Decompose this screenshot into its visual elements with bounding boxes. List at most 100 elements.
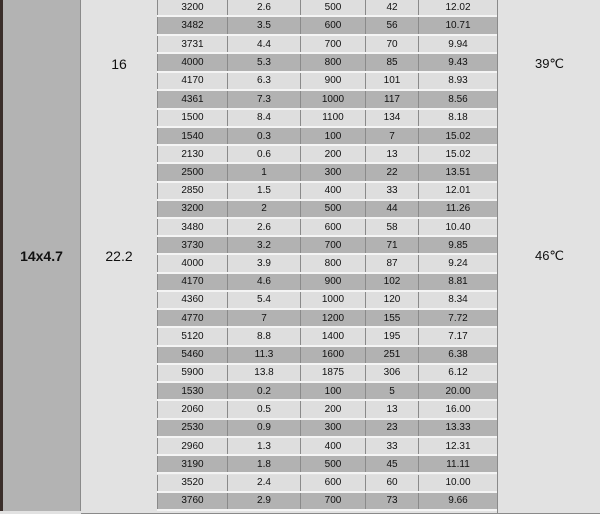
window-edge bbox=[0, 0, 3, 511]
table-cell: 3730 bbox=[157, 237, 227, 254]
table-row: 3190 1.8 500 45 11.11 bbox=[157, 456, 497, 475]
table-cell: 3.2 bbox=[227, 237, 300, 254]
table-cell: 13.51 bbox=[418, 164, 497, 181]
table-row: 5900 13.8 1875 306 6.12 bbox=[157, 364, 497, 383]
table-section: 22.2 1540 0.3 100 7 15.02 2130 0.6 200 13 15.02 250… bbox=[81, 128, 600, 384]
table-cell: 1600 bbox=[300, 346, 365, 363]
table-cell: 33 bbox=[365, 182, 418, 199]
table-cell: 23 bbox=[365, 419, 418, 436]
table-cell: 2.9 bbox=[227, 492, 300, 510]
table-cell: 11.3 bbox=[227, 346, 300, 363]
table-cell: 1.5 bbox=[227, 182, 300, 199]
table-cell: 16.00 bbox=[418, 401, 497, 418]
table-cell: 8.8 bbox=[227, 328, 300, 345]
table-cell: 0.3 bbox=[227, 128, 300, 145]
table-cell: 1 bbox=[227, 164, 300, 181]
table-row: 3520 2.4 600 60 10.00 bbox=[157, 474, 497, 493]
table-cell: 1.8 bbox=[227, 456, 300, 473]
table-cell: 3520 bbox=[157, 474, 227, 491]
table-cell: 15.02 bbox=[418, 128, 497, 145]
table-cell: 7.72 bbox=[418, 310, 497, 327]
table-row: 5460 11.3 1600 251 6.38 bbox=[157, 346, 497, 365]
table-section: 16 3200 2.6 500 42 12.02 3482 3.5 600 56 10.71 3731… bbox=[81, 0, 600, 129]
table-cell: 5120 bbox=[157, 328, 227, 345]
table-row: 4360 5.4 1000 120 8.34 bbox=[157, 291, 497, 311]
table-cell: 85 bbox=[365, 54, 418, 71]
table-cell: 33 bbox=[365, 437, 418, 455]
table-cell: 117 bbox=[365, 91, 418, 108]
table-cell: 9.66 bbox=[418, 492, 497, 510]
table-cell: 22 bbox=[365, 164, 418, 181]
table-cell: 800 bbox=[300, 255, 365, 272]
table-row: 3480 2.6 600 58 10.40 bbox=[157, 219, 497, 238]
table-cell: 10.71 bbox=[418, 17, 497, 34]
table-cell: 1000 bbox=[300, 291, 365, 309]
table-cell: 0.5 bbox=[227, 401, 300, 418]
table-cell: 60 bbox=[365, 474, 418, 491]
table-cell: 4170 bbox=[157, 72, 227, 90]
table-cell: 100 bbox=[300, 383, 365, 400]
table-cell: 600 bbox=[300, 17, 365, 34]
section-label: 22.2 bbox=[105, 247, 133, 264]
table-cell: 2500 bbox=[157, 164, 227, 181]
table-cell: 1.3 bbox=[227, 437, 300, 455]
table-cell: 1500 bbox=[157, 109, 227, 126]
table-row: 4361 7.3 1000 117 8.56 bbox=[157, 91, 497, 110]
table-row: 3760 2.9 700 73 9.66 bbox=[157, 492, 497, 512]
table-cell: 500 bbox=[300, 200, 365, 218]
table-cell: 3200 bbox=[157, 0, 227, 16]
table-row: 4770 7 1200 155 7.72 bbox=[157, 310, 497, 329]
table-cell: 400 bbox=[300, 437, 365, 455]
table-cell: 3.5 bbox=[227, 17, 300, 34]
table-cell: 9.24 bbox=[418, 255, 497, 272]
table-cell: 2.6 bbox=[227, 0, 300, 16]
table-cell: 900 bbox=[300, 72, 365, 90]
table-cell: 12.01 bbox=[418, 182, 497, 199]
table-cell: 4000 bbox=[157, 255, 227, 272]
table-row: 4000 5.3 800 85 9.43 bbox=[157, 54, 497, 73]
table-cell: 13 bbox=[365, 401, 418, 418]
table-cell: 900 bbox=[300, 273, 365, 290]
table-cell: 1400 bbox=[300, 328, 365, 345]
table-cell: 12.31 bbox=[418, 437, 497, 455]
table-cell: 7.17 bbox=[418, 328, 497, 345]
table-cell: 0.9 bbox=[227, 419, 300, 436]
table-cell: 7 bbox=[365, 128, 418, 145]
table-cell: 6.12 bbox=[418, 364, 497, 381]
table-row: 2500 1 300 22 13.51 bbox=[157, 164, 497, 183]
table-cell: 11.11 bbox=[418, 456, 497, 473]
table-row: 5120 8.8 1400 195 7.17 bbox=[157, 328, 497, 347]
size-cell: 14x4.7 bbox=[3, 0, 81, 511]
table-cell: 134 bbox=[365, 109, 418, 126]
table-cell: 2.6 bbox=[227, 219, 300, 236]
table-cell: 1540 bbox=[157, 128, 227, 145]
table-cell: 4.4 bbox=[227, 35, 300, 53]
table-cell: 3190 bbox=[157, 456, 227, 473]
section-temperature: 46℃ bbox=[497, 128, 600, 383]
table-cell: 5.3 bbox=[227, 54, 300, 71]
table-cell: 4170 bbox=[157, 273, 227, 290]
table-cell: 200 bbox=[300, 401, 365, 418]
table-cell: 600 bbox=[300, 219, 365, 236]
table-cell: 200 bbox=[300, 146, 365, 163]
table-cell: 800 bbox=[300, 54, 365, 71]
table-cell: 4770 bbox=[157, 310, 227, 327]
table-cell: 2130 bbox=[157, 146, 227, 163]
table-cell: 155 bbox=[365, 310, 418, 327]
table-cell: 3731 bbox=[157, 35, 227, 53]
table-cell: 0.2 bbox=[227, 383, 300, 400]
section-label bbox=[81, 383, 157, 513]
table-cell: 7 bbox=[227, 310, 300, 327]
table-row: 4170 4.6 900 102 8.81 bbox=[157, 273, 497, 292]
table-row: 1540 0.3 100 7 15.02 bbox=[157, 128, 497, 147]
table-cell: 8.56 bbox=[418, 91, 497, 108]
table-section: 1530 0.2 100 5 20.00 2060 0.5 200 13 16.00 2530 0.9… bbox=[81, 383, 600, 514]
table-cell: 251 bbox=[365, 346, 418, 363]
table-cell: 44 bbox=[365, 200, 418, 218]
table-cell: 3.9 bbox=[227, 255, 300, 272]
table-cell: 102 bbox=[365, 273, 418, 290]
table-cell: 8.81 bbox=[418, 273, 497, 290]
table-cell: 700 bbox=[300, 35, 365, 53]
table-cell: 8.34 bbox=[418, 291, 497, 309]
table-cell: 11.26 bbox=[418, 200, 497, 218]
